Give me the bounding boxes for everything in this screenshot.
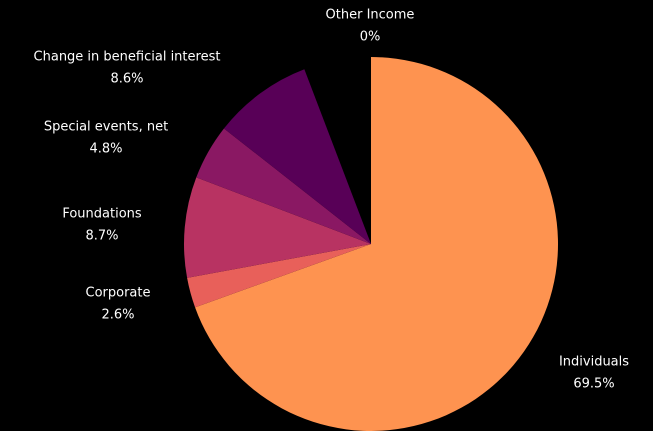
- slice-value-label: 2.6%: [101, 308, 134, 323]
- pie-slice: [187, 244, 371, 308]
- slice-value-label: 69.5%: [573, 377, 614, 392]
- pie-slice: [196, 128, 371, 244]
- slice-label: Foundations: [62, 207, 142, 222]
- slice-label: Change in beneficial interest: [34, 50, 221, 65]
- slice-label: Corporate: [86, 286, 151, 301]
- slice-value-label: 4.8%: [89, 142, 122, 157]
- pie-slice: [184, 177, 371, 278]
- slice-value-label: 0%: [360, 30, 381, 45]
- slice-label: Individuals: [559, 355, 629, 370]
- pie-slice: [195, 57, 558, 431]
- slice-label: Special events, net: [44, 120, 168, 135]
- slice-value-label: 8.6%: [110, 72, 143, 87]
- slice-label: Other Income: [326, 8, 415, 23]
- slice-value-label: 8.7%: [85, 229, 118, 244]
- pie-slice: [223, 69, 371, 244]
